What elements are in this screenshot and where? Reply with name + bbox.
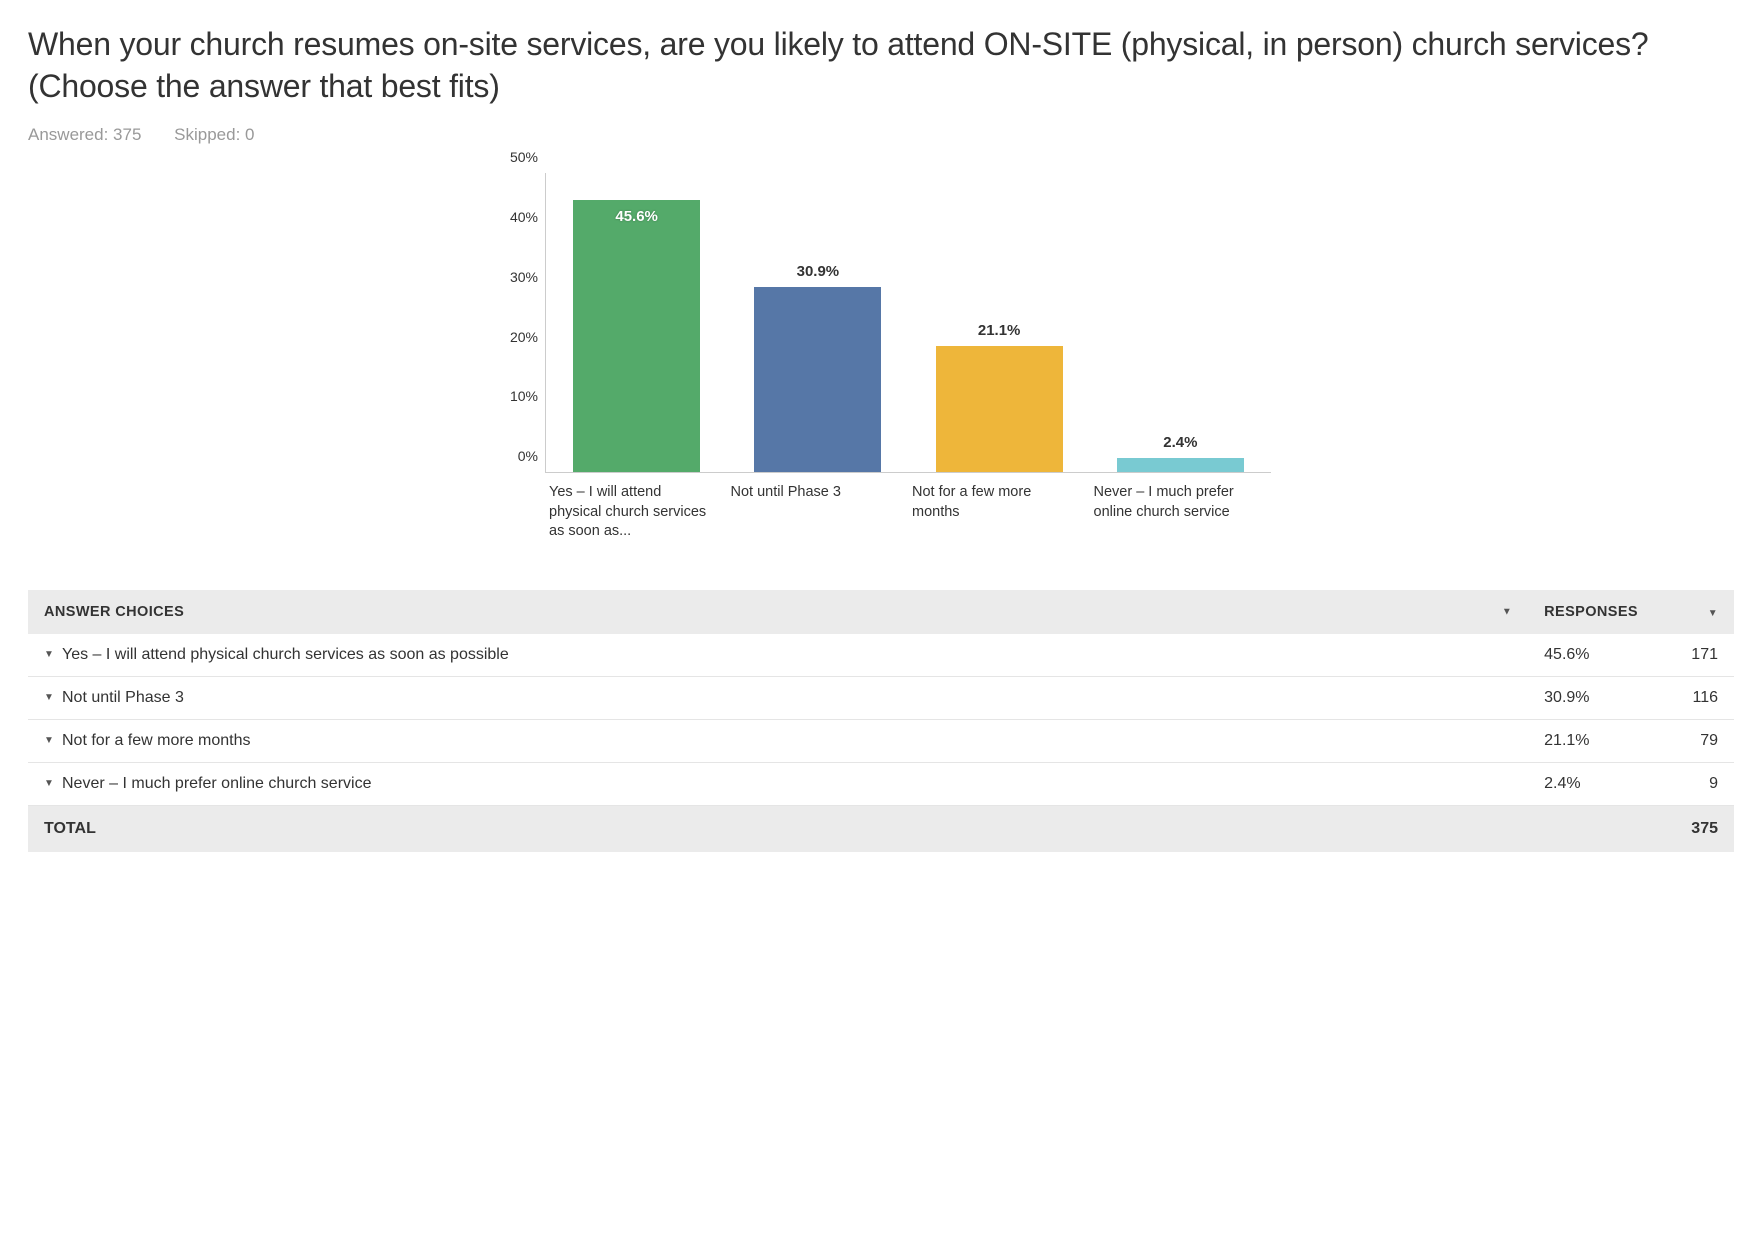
- count-cell: 171: [1654, 634, 1734, 677]
- expand-caret-icon[interactable]: ▼: [44, 649, 62, 660]
- results-table: ANSWER CHOICES ▼ RESPONSES ▼ ▼Yes – I wi…: [28, 590, 1734, 852]
- count-cell: 9: [1654, 762, 1734, 805]
- answer-cell: ▼Not for a few more months: [28, 719, 1528, 762]
- percent-cell: 21.1%: [1528, 719, 1654, 762]
- y-tick-label: 20%: [492, 329, 538, 345]
- expand-caret-icon[interactable]: ▼: [44, 692, 62, 703]
- bar-slot: 45.6%: [546, 173, 727, 472]
- x-axis-label: Never – I much prefer online church serv…: [1090, 473, 1272, 542]
- answer-cell: ▼Yes – I will attend physical church ser…: [28, 634, 1528, 677]
- table-total-row: TOTAL 375: [28, 805, 1734, 852]
- bar[interactable]: 30.9%: [754, 287, 881, 472]
- chart-container: 45.6%30.9%21.1%2.4% 0%10%20%30%40%50% Ye…: [28, 173, 1734, 542]
- bar-value-label: 45.6%: [615, 208, 658, 225]
- bar-slot: 2.4%: [1090, 173, 1271, 472]
- answer-label: Never – I much prefer online church serv…: [62, 775, 371, 792]
- y-tick-label: 30%: [492, 269, 538, 285]
- percent-cell: 45.6%: [1528, 634, 1654, 677]
- answer-cell: ▼Never – I much prefer online church ser…: [28, 762, 1528, 805]
- sort-caret-icon: ▼: [1708, 608, 1718, 619]
- bar[interactable]: 2.4%: [1117, 458, 1244, 472]
- header-answer-choices-label: ANSWER CHOICES: [44, 604, 184, 620]
- x-axis-label: Yes – I will attend physical church serv…: [545, 473, 727, 542]
- header-responses-label: RESPONSES: [1544, 604, 1638, 620]
- x-axis-labels: Yes – I will attend physical church serv…: [545, 473, 1271, 542]
- bar-value-label: 21.1%: [978, 322, 1021, 339]
- table-row: ▼Not for a few more months21.1%79: [28, 719, 1734, 762]
- answer-cell: ▼Not until Phase 3: [28, 676, 1528, 719]
- bar[interactable]: 21.1%: [936, 346, 1063, 472]
- count-cell: 79: [1654, 719, 1734, 762]
- bar-slot: 30.9%: [727, 173, 908, 472]
- bars-group: 45.6% 30.9% 21.1% 2.4%: [546, 173, 1271, 472]
- skipped-count: Skipped: 0: [174, 125, 254, 144]
- table-row: ▼Never – I much prefer online church ser…: [28, 762, 1734, 805]
- bar[interactable]: 45.6%: [573, 200, 700, 473]
- bar-value-label: 2.4%: [1163, 434, 1197, 451]
- plot-area: 45.6%30.9%21.1%2.4% 0%10%20%30%40%50%: [545, 173, 1271, 473]
- answer-label: Not until Phase 3: [62, 689, 184, 706]
- expand-caret-icon[interactable]: ▼: [44, 735, 62, 746]
- y-tick-label: 10%: [492, 388, 538, 404]
- table-header-row: ANSWER CHOICES ▼ RESPONSES ▼: [28, 590, 1734, 634]
- header-count[interactable]: ▼: [1654, 590, 1734, 634]
- y-tick-label: 0%: [492, 448, 538, 464]
- response-stats: Answered: 375 Skipped: 0: [28, 125, 1734, 145]
- answered-count: Answered: 375: [28, 125, 141, 144]
- x-axis-label: Not until Phase 3: [727, 473, 909, 542]
- x-axis-label: Not for a few more months: [908, 473, 1090, 542]
- total-label: TOTAL: [28, 805, 1654, 852]
- table-row: ▼Yes – I will attend physical church ser…: [28, 634, 1734, 677]
- y-tick-label: 50%: [492, 149, 538, 165]
- percent-cell: 2.4%: [1528, 762, 1654, 805]
- bar-slot: 21.1%: [909, 173, 1090, 472]
- total-count: 375: [1654, 805, 1734, 852]
- header-responses[interactable]: RESPONSES: [1528, 590, 1654, 634]
- count-cell: 116: [1654, 676, 1734, 719]
- y-tick-label: 40%: [492, 209, 538, 225]
- question-title: When your church resumes on-site service…: [28, 24, 1734, 107]
- bar-value-label: 30.9%: [797, 263, 840, 280]
- answer-label: Yes – I will attend physical church serv…: [62, 646, 509, 663]
- sort-caret-icon: ▼: [1502, 606, 1512, 617]
- header-answer-choices[interactable]: ANSWER CHOICES ▼: [28, 590, 1528, 634]
- bar-chart: 45.6%30.9%21.1%2.4% 0%10%20%30%40%50% Ye…: [491, 173, 1271, 542]
- table-row: ▼Not until Phase 330.9%116: [28, 676, 1734, 719]
- percent-cell: 30.9%: [1528, 676, 1654, 719]
- expand-caret-icon[interactable]: ▼: [44, 778, 62, 789]
- answer-label: Not for a few more months: [62, 732, 251, 749]
